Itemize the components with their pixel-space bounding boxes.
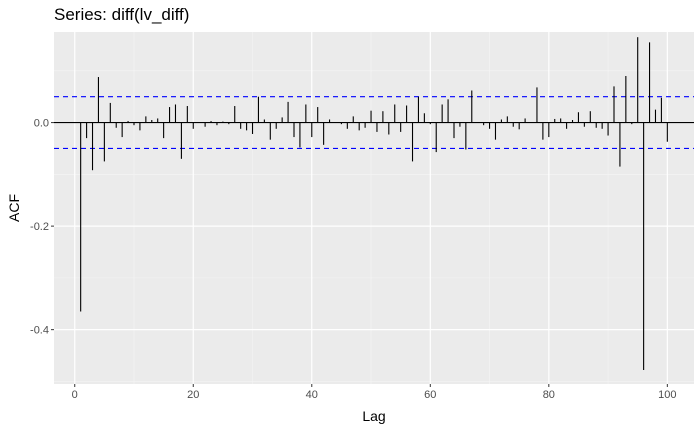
plot-panel — [54, 32, 694, 384]
acf-bars — [80, 37, 668, 371]
x-axis-title: Lag — [362, 408, 385, 424]
confidence-bounds — [54, 96, 694, 150]
y-axis-title: ACF — [6, 194, 22, 222]
x-tick-label: 100 — [658, 389, 676, 401]
y-axis: -0.4 -0.2 0.0 — [30, 118, 54, 337]
chart-title: Series: diff(lv_diff) — [54, 5, 189, 24]
x-tick-label: 0 — [72, 389, 78, 401]
y-tick-label: -0.2 — [30, 221, 49, 233]
y-tick-label: 0.0 — [34, 118, 49, 130]
y-tick-label: -0.4 — [30, 325, 49, 337]
x-tick-label: 40 — [306, 389, 318, 401]
x-tick-label: 80 — [543, 389, 555, 401]
x-tick-label: 60 — [424, 389, 436, 401]
x-axis: 0 20 40 60 80 100 — [72, 384, 677, 401]
x-tick-label: 20 — [187, 389, 199, 401]
